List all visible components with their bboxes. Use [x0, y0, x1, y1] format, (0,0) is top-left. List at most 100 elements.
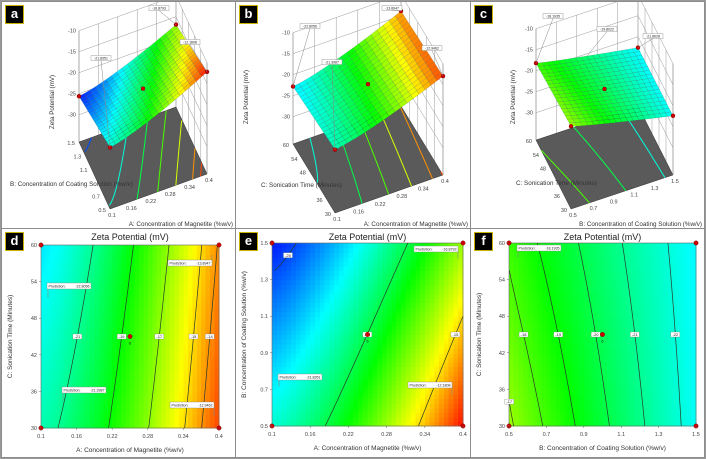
heatmap-cell: [443, 311, 450, 317]
heatmap-cell: [76, 368, 82, 374]
heatmap-cell: [537, 316, 543, 322]
floor-contour-line: [84, 137, 92, 152]
heatmap-cell: [509, 311, 515, 317]
heatmap-cell: [527, 366, 533, 372]
heatmap-cell: [537, 307, 543, 313]
heatmap-cell: [205, 363, 211, 370]
heatmap-cell: [523, 275, 529, 281]
heatmap-cell: [178, 345, 184, 351]
heatmap-cell: [138, 414, 144, 420]
heatmap-cell: [448, 252, 455, 258]
heatmap-cell: [291, 247, 297, 253]
heatmap-cell: [192, 409, 198, 415]
heatmap-cell: [272, 275, 278, 281]
heatmap-cell: [63, 318, 69, 324]
heatmap-cell: [201, 249, 207, 255]
heatmap-cell: [396, 247, 402, 253]
heatmap-cell: [76, 295, 82, 301]
heatmap-cell: [291, 352, 297, 358]
heatmap-cell: [214, 418, 220, 425]
heatmap-cell: [305, 384, 311, 390]
heatmap-cell: [439, 307, 445, 313]
heatmap-cell: [372, 247, 378, 253]
prediction-label: Prediction:: [64, 388, 81, 392]
heatmap-cell: [523, 339, 529, 345]
heatmap-cell: [560, 334, 566, 340]
heatmap-cell: [319, 243, 326, 249]
heatmap-cell: [443, 284, 450, 290]
heatmap-cell: [362, 398, 369, 404]
heatmap-cell: [300, 302, 307, 308]
heatmap-cell: [458, 403, 464, 409]
heatmap-cell: [174, 418, 180, 425]
heatmap-cell: [81, 395, 87, 402]
heatmap-cell: [565, 407, 571, 413]
heatmap-cell: [192, 249, 198, 255]
heatmap-cell: [509, 334, 515, 340]
heatmap-cell: [130, 290, 136, 296]
heatmap-cell: [161, 391, 167, 397]
heatmap-cell: [396, 288, 402, 294]
heatmap-cell: [310, 343, 316, 349]
heatmap-cell: [130, 336, 136, 342]
heatmap-cell: [357, 403, 364, 409]
heatmap-cell: [509, 320, 515, 326]
heatmap-cell: [67, 277, 73, 283]
heatmap-cell: [377, 398, 383, 404]
heatmap-cell: [281, 361, 287, 368]
heatmap-cell: [125, 363, 131, 370]
heatmap-cell: [324, 352, 330, 358]
heatmap-cell: [400, 389, 407, 395]
heatmap-cell: [537, 375, 543, 381]
heatmap-cell: [453, 293, 459, 299]
heatmap-cell: [420, 339, 426, 345]
heatmap-cell: [178, 391, 184, 397]
heatmap-cell: [130, 327, 136, 333]
heatmap-cell: [420, 416, 426, 423]
heatmap-cell: [405, 252, 412, 258]
heatmap-cell: [58, 386, 64, 392]
heatmap-cell: [324, 293, 330, 299]
heatmap-cell: [45, 318, 51, 324]
heatmap-cell: [338, 407, 345, 413]
heatmap-cell: [276, 357, 283, 363]
heatmap-cell: [165, 382, 171, 388]
heatmap-cell: [400, 421, 407, 427]
heatmap-cell: [201, 345, 207, 351]
heatmap-cell: [415, 403, 421, 409]
heatmap-cell: [377, 334, 383, 340]
z-tick-label: -25: [68, 92, 76, 98]
heatmap-cell: [353, 412, 359, 418]
x-tick-label: 0.22: [343, 432, 354, 438]
heatmap-cell: [281, 275, 287, 281]
heatmap-cell: [396, 279, 402, 285]
heatmap-cell: [161, 377, 167, 383]
heatmap-cell: [143, 386, 149, 392]
heatmap-cell: [58, 363, 64, 370]
heatmap-cell: [107, 295, 113, 301]
heatmap-cell: [54, 254, 60, 260]
heatmap-cell: [329, 339, 335, 345]
heatmap-cell: [424, 256, 431, 262]
heatmap-cell: [187, 359, 193, 365]
heatmap-cell: [367, 247, 373, 253]
heatmap-cell: [300, 398, 307, 404]
heatmap-cell: [334, 357, 340, 363]
z-axis-label: Zeta Potential (mV): [510, 70, 517, 124]
heatmap-cell: [125, 277, 131, 283]
heatmap-cell: [58, 423, 64, 429]
heatmap-cell: [319, 361, 326, 368]
heatmap-cell: [272, 279, 278, 285]
heatmap-cell: [415, 361, 421, 368]
heatmap-cell: [391, 307, 397, 313]
heatmap-cell: [205, 423, 211, 429]
heatmap-cell: [541, 293, 547, 299]
heatmap-cell: [518, 343, 524, 349]
heatmap-cell: [161, 354, 167, 360]
heatmap-cell: [286, 384, 292, 390]
heatmap-cell: [410, 334, 416, 340]
heatmap-cell: [98, 423, 104, 429]
heatmap-cell: [541, 416, 547, 423]
heatmap-cell: [161, 267, 167, 274]
heatmap-cell: [45, 249, 51, 255]
